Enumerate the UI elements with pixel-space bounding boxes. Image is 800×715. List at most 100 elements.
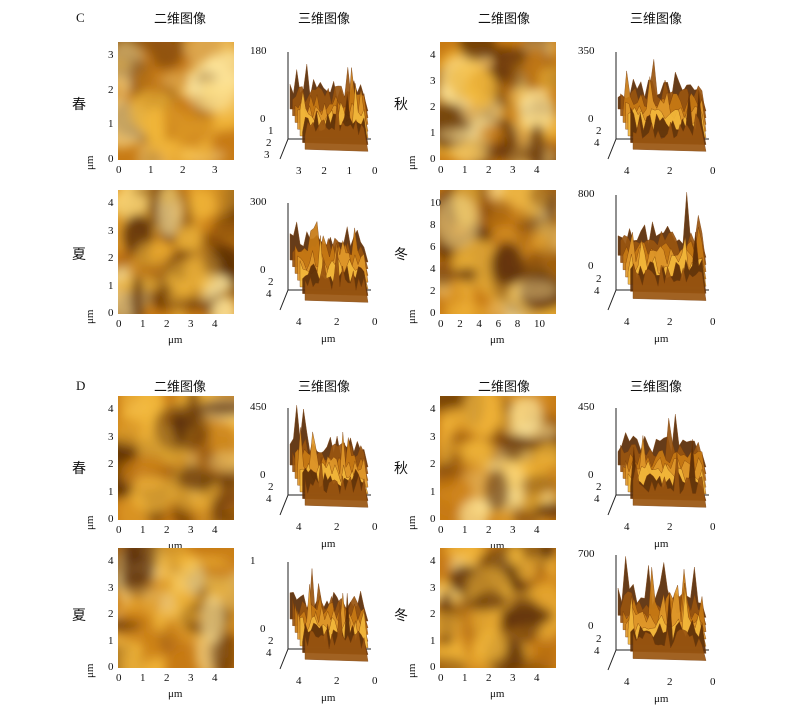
x-tick-label: 2 [164, 318, 170, 330]
y-tick-label: 0 [430, 513, 436, 525]
y-tick-label: 1 [430, 634, 436, 647]
afm-3d-c-spring-svg [279, 52, 371, 160]
depth-tick-label: 3 [264, 148, 270, 161]
x-tick-label: 8 [514, 318, 521, 330]
z-tick-zero: 0 [260, 468, 266, 481]
x-tick-label: 3 [510, 524, 516, 536]
x3d-tick-label: 0 [372, 675, 378, 687]
x-tick-label: 0 [116, 672, 122, 684]
surface-ridge [632, 113, 707, 152]
afm-3d-c-winter-svg [607, 192, 709, 311]
season-label-winter: 冬 [394, 248, 408, 263]
panel-letter-c: C [76, 10, 85, 25]
x-tick-label: 3 [188, 524, 194, 536]
depth-tick-label: 2 [268, 634, 274, 647]
unit-label-y: μm [84, 515, 96, 530]
x-tick-label: 4 [534, 672, 540, 684]
y-tick-label: 0 [430, 307, 436, 319]
x-tick-label: 6 [495, 318, 502, 330]
y-tick-label: 0 [430, 661, 436, 673]
z-tick-top: 450 [250, 401, 267, 413]
y-tick-label: 0 [108, 661, 114, 673]
depth-tick-label: 2 [596, 124, 602, 137]
x3d-tick-label: 0 [372, 521, 378, 533]
afm-2d-d-winter-svg [440, 548, 556, 668]
y-tick-label: 3 [430, 581, 436, 594]
surface-ridge [632, 263, 707, 301]
z-tick-top: 700 [578, 548, 595, 560]
x-tick-label: 2 [164, 672, 170, 684]
afm-3d-d-spring-svg [279, 405, 371, 516]
afm-2d-d-summer [118, 548, 234, 668]
afm-2d-d-autumn-svg [440, 396, 556, 520]
y-tick-label: 3 [108, 49, 114, 61]
y-tick-label: 4 [108, 197, 114, 209]
surface-ridge [622, 70, 707, 125]
y-tick-label: 1 [430, 485, 436, 498]
y-tick-label: 0 [108, 307, 114, 319]
afm-2d-c-summer [118, 190, 234, 314]
x-tick-label: 2 [457, 318, 463, 330]
column-heading-2d: 二维图像 [478, 11, 531, 26]
x-tick-label: 2 [486, 524, 492, 536]
afm-3d-d-summer [278, 562, 376, 674]
x-tick-label: 1 [140, 524, 146, 536]
afm-3d-d-spring [278, 405, 376, 520]
x3d-tick-label: 4 [296, 675, 302, 687]
x3d-tick-label: 2 [667, 316, 673, 328]
z-tick-zero: 0 [588, 620, 594, 632]
column-heading-2d: 二维图像 [478, 379, 531, 394]
x-tick-label: 1 [462, 164, 468, 176]
x3d-tick-label: 2 [334, 521, 340, 533]
unit-label-x-3d: μm [321, 538, 336, 550]
afm-2d-d-winter [440, 548, 556, 668]
afm-2d-c-spring-svg [118, 42, 234, 160]
x-tick-label: 1 [140, 672, 146, 684]
afm-2d-c-winter [440, 190, 556, 314]
afm-2d-c-summer-svg [118, 190, 234, 314]
y-tick-label: 2 [108, 252, 114, 264]
z-tick-top: 350 [578, 45, 595, 57]
y-tick-label: 4 [430, 555, 436, 567]
afm-3d-c-autumn [606, 52, 714, 164]
x3d-tick-label: 1 [346, 165, 353, 177]
y-tick-label: 4 [108, 403, 114, 415]
x-tick-label: 1 [140, 318, 146, 330]
unit-label-y: μm [406, 663, 418, 678]
surface-ridge [304, 100, 369, 152]
y-tick-label: 1 [108, 485, 114, 498]
depth-tick-label: 4 [594, 285, 600, 298]
afm-2d-c-winter-svg [440, 190, 556, 314]
x3d-tick-label: 4 [624, 316, 630, 328]
x3d-tick-label: 0 [710, 521, 716, 533]
x-tick-label: 2 [180, 164, 186, 176]
y-tick-label: 2 [430, 285, 436, 297]
column-heading-2d: 二维图像 [154, 379, 207, 394]
x-tick-label: 4 [212, 672, 218, 684]
z-tick-top: 450 [578, 401, 595, 413]
y-tick-label: 1 [108, 118, 114, 131]
x-tick-label: 3 [188, 672, 194, 684]
x3d-tick-label: 3 [296, 165, 302, 177]
x3d-tick-label: 2 [667, 676, 673, 688]
y-tick-label: 1 [108, 279, 114, 292]
z-tick-top: 300 [250, 196, 267, 208]
depth-tick-label: 4 [594, 645, 600, 658]
x-tick-label: 2 [486, 164, 492, 176]
y-tick-label: 8 [430, 219, 436, 231]
x3d-tick-label: 4 [296, 521, 302, 533]
x3d-tick-label: 2 [667, 165, 673, 177]
y-tick-label: 2 [108, 458, 114, 470]
y-tick-label: 2 [108, 608, 114, 620]
y-tick-label: 1 [430, 127, 436, 139]
y-tick-label: 4 [108, 555, 114, 567]
x3d-tick-label: 4 [624, 165, 630, 177]
season-label-summer: 夏 [72, 609, 86, 624]
depth-tick-label: 4 [266, 646, 272, 659]
x-tick-label: 0 [438, 164, 444, 176]
x-tick-label: 1 [462, 524, 468, 536]
afm-2d-d-spring-svg [118, 396, 234, 520]
unit-label-y: μm [84, 309, 96, 324]
x-tick-label: 4 [534, 524, 540, 536]
x3d-tick-label: 2 [334, 675, 340, 687]
